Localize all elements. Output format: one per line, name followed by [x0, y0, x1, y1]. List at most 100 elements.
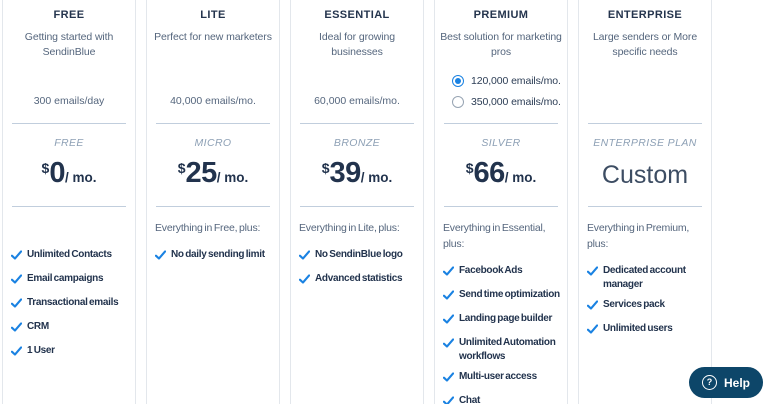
price-period: / mo. — [504, 170, 537, 185]
radio-label: 350,000 emails/mo. — [471, 96, 561, 108]
check-icon — [10, 344, 23, 362]
plan-quota: 300 emails/day — [33, 95, 105, 107]
feature-label: Landing page builder — [459, 313, 553, 324]
feature-list: Facebook Ads Send time optimization Landin… — [442, 264, 567, 404]
plan-header: LITE Perfect for new marketers 40,000 em… — [147, 0, 279, 123]
currency-symbol: $ — [41, 160, 50, 176]
plan-card-lite: LITE Perfect for new marketers 40,000 em… — [146, 0, 280, 404]
price-amount: 39 — [329, 157, 362, 189]
check-icon — [10, 320, 23, 338]
price-box: ENTERPRISE PLAN Custom — [579, 124, 711, 206]
question-circle-icon: ? — [701, 375, 717, 390]
feature-item: Landing page builder — [442, 312, 567, 330]
features-intro: Everything in Free, plus: — [155, 222, 261, 234]
check-icon — [442, 288, 455, 306]
feature-label: Unlimited Contacts — [27, 249, 112, 260]
divider — [588, 123, 702, 124]
features-section: Everything in Premium, plus: Dedicated a… — [579, 207, 711, 340]
radio-icon[interactable] — [452, 96, 464, 108]
feature-item: No SendinBlue logo — [298, 248, 423, 266]
check-icon — [442, 336, 455, 354]
plan-card-essential: ESSENTIAL Ideal for growing businesses 6… — [290, 0, 424, 404]
custom-price-label: Custom — [601, 161, 689, 189]
check-icon — [586, 322, 599, 340]
feature-item: Advanced statistics — [298, 272, 423, 290]
plan-header: ENTERPRISE Large senders or More specifi… — [579, 0, 711, 123]
plan-header: PREMIUM Best solution for marketing pros… — [435, 0, 567, 123]
feature-label: CRM — [27, 321, 49, 332]
currency-symbol: $ — [321, 160, 330, 176]
feature-item: Email campaigns — [10, 272, 135, 290]
price-box: BRONZE $39/ mo. — [291, 124, 423, 206]
feature-item: Unlimited users — [586, 322, 711, 340]
plan-description: Best solution for marketing pros — [440, 31, 562, 58]
price-period: / mo. — [360, 170, 393, 185]
price-period: / mo. — [64, 170, 97, 185]
plan-price: $66/ mo. — [435, 159, 567, 192]
tier-label: FREE — [54, 137, 84, 149]
divider — [588, 206, 702, 207]
plan-name: FREE — [53, 9, 85, 21]
check-icon — [442, 394, 455, 404]
feature-list: No daily sending limit — [154, 248, 279, 266]
feature-item: Transactional emails — [10, 296, 135, 314]
feature-label: 1 User — [27, 345, 55, 356]
check-icon — [442, 370, 455, 388]
plan-card-enterprise: ENTERPRISE Large senders or More specifi… — [578, 0, 712, 404]
plan-card-free: FREE Getting started with SendinBlue 300… — [2, 0, 136, 404]
plan-card-premium: PREMIUM Best solution for marketing pros… — [434, 0, 568, 404]
feature-label: Advanced statistics — [315, 273, 403, 284]
price-box: MICRO $25/ mo. — [147, 124, 279, 206]
plan-description: Perfect for new marketers — [154, 31, 272, 43]
divider — [300, 123, 414, 124]
feature-list: Dedicated account manager Services pack Un… — [586, 264, 711, 340]
currency-symbol: $ — [177, 160, 186, 176]
plan-price: $39/ mo. — [291, 159, 423, 192]
feature-item: CRM — [10, 320, 135, 338]
feature-item: No daily sending limit — [154, 248, 279, 266]
feature-label: Services pack — [603, 299, 665, 310]
feature-label: Email campaigns — [27, 273, 104, 284]
feature-item: 1 User — [10, 344, 135, 362]
plan-header: FREE Getting started with SendinBlue 300… — [3, 0, 135, 123]
check-icon — [10, 296, 23, 314]
feature-label: Transactional emails — [27, 297, 119, 308]
tier-label: BRONZE — [333, 137, 381, 149]
check-icon — [10, 272, 23, 290]
feature-label: Facebook Ads — [459, 265, 523, 276]
check-icon — [586, 264, 599, 282]
plan-name: ESSENTIAL — [324, 9, 390, 21]
check-icon — [154, 248, 167, 266]
plan-name: PREMIUM — [473, 9, 529, 21]
plan-price: $25/ mo. — [147, 159, 279, 192]
plan-description: Ideal for growing businesses — [319, 31, 395, 58]
plan-quota: 40,000 emails/mo. — [170, 95, 256, 107]
check-icon — [586, 298, 599, 316]
divider — [156, 123, 270, 124]
price-period: / mo. — [216, 170, 249, 185]
radio-icon[interactable] — [452, 75, 464, 87]
tier-label: ENTERPRISE PLAN — [593, 137, 697, 149]
check-icon — [442, 312, 455, 330]
price-amount: 0 — [49, 157, 65, 189]
features-intro: Everything in Lite, plus: — [299, 222, 400, 234]
divider — [12, 206, 126, 207]
price-amount: 25 — [185, 157, 218, 189]
features-section: Unlimited Contacts Email campaigns Transac… — [3, 207, 135, 362]
divider — [444, 123, 558, 124]
price-box: SILVER $66/ mo. — [435, 124, 567, 206]
feature-item: Send time optimization — [442, 288, 567, 306]
feature-label: Multi-user access — [459, 371, 537, 382]
radio-option-120000[interactable]: 120,000 emails/mo. — [452, 73, 567, 89]
feature-item: Unlimited Contacts — [10, 248, 135, 266]
feature-item: Multi-user access — [442, 370, 567, 388]
check-icon — [298, 272, 311, 290]
check-icon — [298, 248, 311, 266]
features-intro — [11, 220, 131, 236]
divider — [444, 206, 558, 207]
help-button[interactable]: ? Help — [688, 367, 763, 398]
radio-option-350000[interactable]: 350,000 emails/mo. — [452, 94, 567, 110]
feature-label: Unlimited users — [603, 323, 673, 334]
feature-item: Unlimited Automation workflows — [442, 336, 567, 364]
plan-name: LITE — [200, 9, 226, 21]
